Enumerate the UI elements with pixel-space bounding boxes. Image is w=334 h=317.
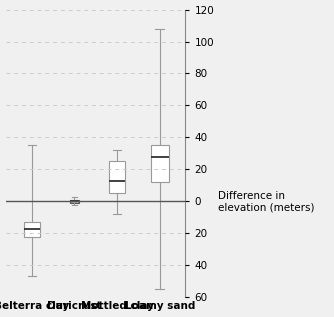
Y-axis label: Difference in
elevation (meters): Difference in elevation (meters)	[217, 191, 314, 212]
PathPatch shape	[70, 200, 79, 203]
PathPatch shape	[24, 222, 40, 236]
PathPatch shape	[151, 146, 169, 182]
PathPatch shape	[109, 161, 125, 193]
